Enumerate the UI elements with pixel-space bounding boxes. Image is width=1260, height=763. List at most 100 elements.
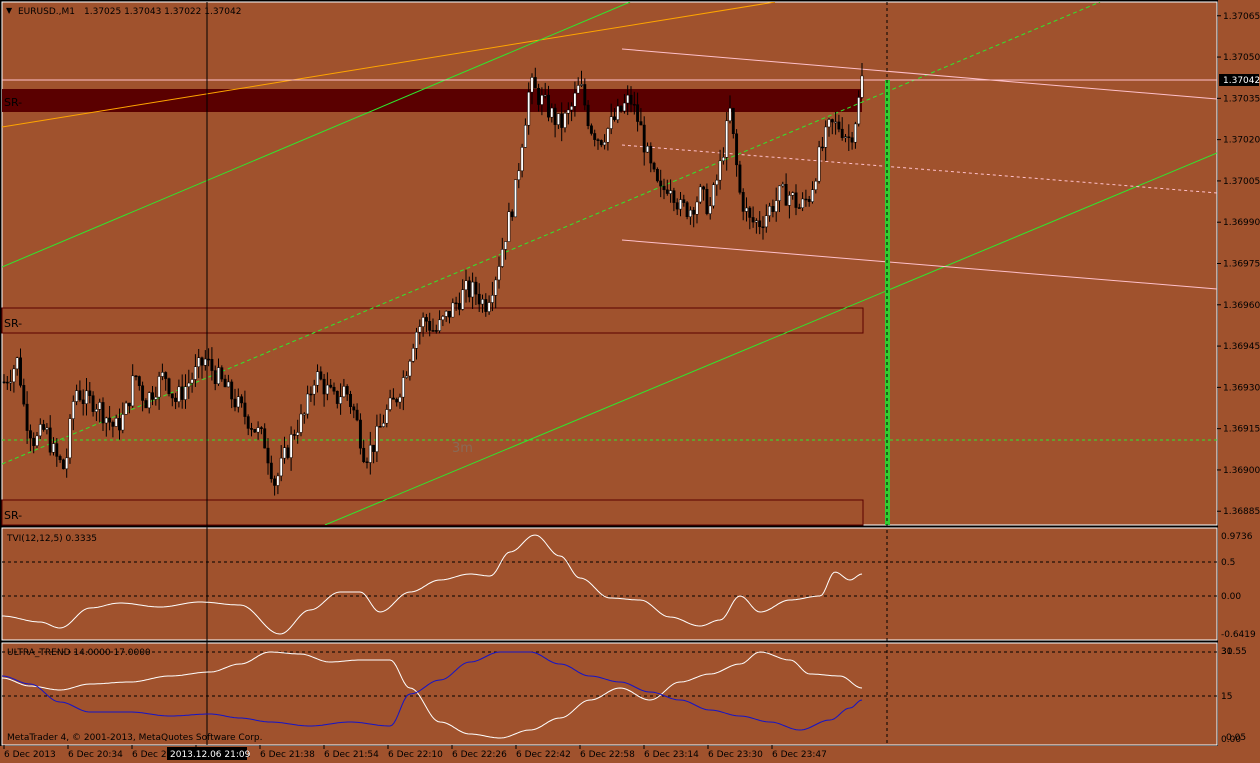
candle-body (827, 119, 831, 128)
candle-body (646, 145, 649, 153)
candle-body (68, 418, 72, 459)
candle-body (174, 397, 178, 402)
candle-body (751, 217, 755, 223)
tvi-tick-05: 0.5 (1221, 558, 1235, 568)
candle-body (797, 207, 801, 209)
candle-body (217, 367, 220, 385)
candle-body (418, 326, 422, 333)
chart-ohlc-label: 1.37025 1.37043 1.37022 1.37042 (84, 7, 241, 17)
candle-body (448, 310, 451, 318)
candle-body (771, 206, 775, 212)
candle-body (395, 399, 399, 403)
candle-body (708, 205, 712, 214)
candle-body (583, 84, 587, 106)
candle-body (32, 437, 36, 446)
price-tick-label: 1.36975 (1223, 260, 1260, 270)
candle-body (164, 372, 168, 379)
candle-body (738, 164, 742, 193)
candle-body (28, 430, 32, 439)
tvi-label: TVI(12,12,5) 0.3335 (6, 534, 97, 544)
candle-body (85, 390, 88, 404)
candle-body (629, 94, 633, 105)
candle-body (616, 105, 620, 120)
candle-body (45, 427, 49, 430)
candle-body (220, 367, 224, 380)
candle-body (702, 186, 706, 190)
tvi-window[interactable] (1, 527, 1218, 641)
candle-body (223, 378, 227, 388)
candle-body (197, 357, 201, 367)
green-channel-upper[interactable] (2, 2, 631, 268)
price-tick-label: 1.37020 (1223, 136, 1260, 146)
candle-body (457, 303, 461, 310)
candle-body (850, 137, 854, 143)
tvi-tick-max: 0.9736 (1221, 532, 1253, 542)
price-tick-label: 1.36885 (1223, 507, 1260, 517)
candle-body (372, 444, 376, 452)
candle-body (269, 462, 273, 480)
ultra-trend-window[interactable] (1, 642, 1218, 746)
candle-body (101, 402, 105, 424)
candle-body (860, 75, 864, 98)
candle-body (415, 331, 418, 349)
candle-body (778, 185, 781, 201)
candle-body (811, 189, 814, 202)
time-axis-panel (0, 746, 1260, 763)
candle-body (200, 357, 204, 366)
candle-body (543, 94, 547, 97)
time-tick-label: 6 Dec 21:38 (260, 750, 315, 760)
green-channel-lower[interactable] (324, 152, 1217, 525)
candle-body (345, 386, 349, 395)
candle-body (65, 457, 69, 470)
candle-body (576, 85, 580, 94)
price-tick-label: 1.36990 (1223, 218, 1260, 228)
ultra-tick-005: 0.05 (1226, 733, 1246, 743)
candle-body (368, 444, 372, 463)
candle-body (688, 209, 692, 217)
candle-body (170, 393, 174, 399)
candle-body (190, 379, 194, 384)
candle-body (378, 426, 382, 428)
candle-body (781, 183, 785, 187)
tvi-tick-min: -0.6419 (1221, 630, 1256, 640)
yellow-trendline[interactable] (2, 2, 776, 128)
sr-zone-middle[interactable] (1, 307, 864, 334)
candle-body (540, 95, 544, 105)
candle-body (655, 168, 659, 182)
candle-body (75, 390, 79, 402)
candle-body (279, 457, 283, 477)
pink-channel-lower[interactable] (621, 239, 1217, 290)
candle-body (88, 390, 92, 396)
candle-body (754, 220, 758, 223)
candle-body (325, 384, 329, 395)
candle-body (467, 280, 471, 298)
ultra-tick-3155: 31.55 (1221, 647, 1247, 657)
candle-body (22, 385, 26, 405)
candle-body (523, 124, 527, 148)
candle-body (151, 392, 154, 400)
candle-body (665, 189, 669, 194)
crosshair-time-label: 2013.12.06 21:09 (170, 750, 251, 760)
pink-channel-upper[interactable] (621, 48, 1217, 100)
candle-body (104, 417, 108, 424)
candle-body (91, 395, 95, 412)
candles-group[interactable] (2, 62, 864, 496)
candle-body (500, 249, 504, 267)
price-axis[interactable]: 1.37065 1.37050 1.37035 1.37020 1.37005 1.369… (1217, 12, 1260, 517)
candle-body (537, 87, 541, 105)
candle-body (454, 302, 458, 305)
candle-body (424, 317, 428, 322)
candle-body (246, 416, 250, 429)
candle-body (596, 139, 600, 141)
price-tick-label: 1.36900 (1223, 466, 1260, 476)
candle-body (276, 475, 280, 486)
candle-body (81, 399, 85, 404)
sr-zone-top[interactable] (2, 89, 862, 112)
candle-body (118, 418, 121, 431)
time-tick-label: 6 Dec 2013 (4, 750, 56, 760)
chart-header-collapse-icon[interactable]: ▼ (6, 6, 13, 15)
sr-zone-bottom[interactable] (1, 499, 864, 526)
candle-body (98, 402, 102, 410)
candle-body (94, 409, 98, 412)
